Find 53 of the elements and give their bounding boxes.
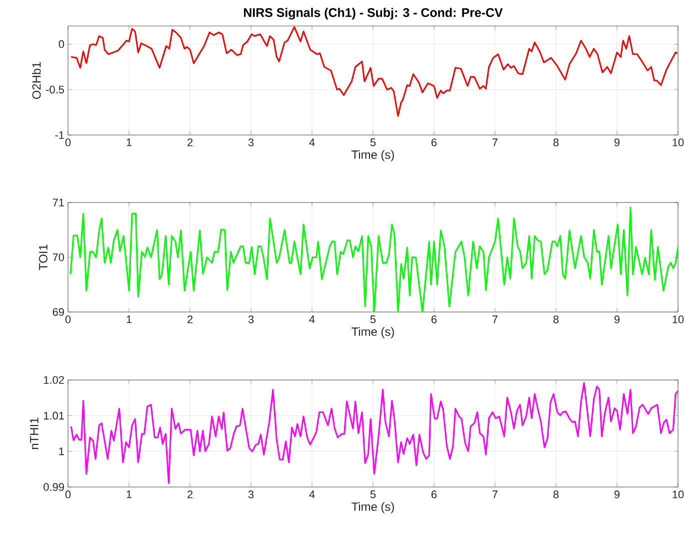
- y-tick-label: 0: [58, 40, 64, 48]
- y-tick-label: 71: [52, 198, 64, 206]
- line-series: [70, 382, 678, 484]
- x-tick-label: 8: [553, 490, 559, 498]
- y-tick-label: 1.01: [44, 412, 64, 420]
- x-tick-label: 7: [492, 138, 498, 146]
- x-tick-label: 6: [432, 490, 437, 498]
- x-tick-label: 2: [188, 138, 192, 146]
- x-tick-label: 4: [309, 490, 315, 498]
- x-tick-label: 10: [672, 490, 684, 498]
- x-axis-title: Time (s): [352, 150, 394, 162]
- x-tick-label: 0: [65, 490, 71, 498]
- x-axis-title: Time (s): [352, 327, 394, 338]
- y-tick-label: -0.5: [46, 86, 64, 94]
- x-tick-label: 6: [432, 138, 437, 146]
- y-tick-label: 69: [52, 308, 64, 316]
- x-tick-label: 1: [126, 138, 132, 146]
- x-tick-label: 2: [188, 316, 192, 324]
- x-tick-label: 9: [614, 316, 620, 324]
- x-tick-label: 4: [309, 316, 315, 324]
- y-tick-label: 70: [52, 253, 64, 262]
- line-series: [70, 26, 678, 117]
- x-tick-label: 6: [432, 316, 437, 324]
- x-tick-label: 5: [370, 316, 376, 324]
- x-tick-label: 7: [492, 316, 498, 324]
- x-tick-label: 9: [614, 490, 620, 498]
- x-tick-label: 3: [248, 138, 254, 146]
- x-tick-label: 3: [248, 490, 254, 498]
- y-axis-title: O2Hb1: [32, 62, 41, 99]
- y-tick-label: 1: [59, 448, 64, 456]
- x-tick-label: 10: [672, 316, 684, 324]
- x-tick-label: 8: [553, 316, 559, 324]
- x-axis-title: Time (s): [352, 502, 394, 514]
- chart-title: NIRS Signals (Ch1) - Subj: 3 - Cond: Pre-CV: [244, 8, 503, 20]
- x-tick-label: 10: [672, 138, 684, 146]
- y-tick-label: 1.02: [44, 376, 64, 384]
- x-tick-label: 8: [553, 138, 559, 146]
- x-tick-label: 7: [492, 490, 498, 498]
- x-tick-label: 5: [370, 490, 376, 498]
- y-axis-title: nTHI1: [30, 418, 38, 449]
- y-axis-title: TOI1: [38, 244, 48, 270]
- x-tick-label: 1: [126, 316, 132, 324]
- x-tick-label: 9: [614, 138, 620, 146]
- x-tick-label: 3: [248, 316, 254, 324]
- x-tick-label: 0: [65, 316, 71, 324]
- x-tick-label: 2: [188, 490, 192, 498]
- y-tick-label: -1: [55, 131, 64, 139]
- line-series: [70, 206, 678, 312]
- x-tick-label: 4: [309, 138, 315, 146]
- x-tick-label: 5: [370, 138, 376, 146]
- y-tick-label: 0.99: [44, 483, 64, 491]
- x-tick-label: 0: [65, 138, 71, 146]
- x-tick-label: 1: [126, 490, 132, 498]
